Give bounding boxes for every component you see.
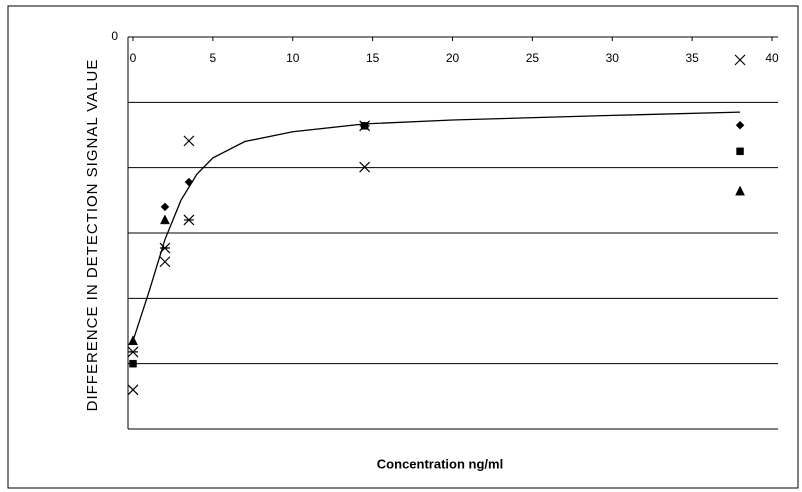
point bbox=[735, 185, 745, 196]
fit-curve bbox=[132, 111, 741, 342]
point bbox=[735, 120, 745, 130]
y-tick-label: 0 bbox=[111, 29, 118, 43]
x-tick-label: 25 bbox=[526, 51, 540, 65]
x-tick-label: 35 bbox=[685, 51, 699, 65]
point bbox=[184, 177, 194, 187]
point bbox=[736, 147, 744, 156]
x-tick-label: 20 bbox=[446, 51, 460, 65]
point bbox=[127, 384, 139, 396]
y-axis-label: DIFFERENCE IN DETECTION SIGNAL VALUE bbox=[84, 59, 101, 412]
x-axis-label: Concentration ng/ml bbox=[377, 456, 503, 471]
x-tick-label: 10 bbox=[286, 51, 300, 65]
point bbox=[734, 54, 746, 66]
point bbox=[129, 359, 137, 368]
point bbox=[359, 120, 371, 132]
x-tick-label: 5 bbox=[210, 51, 217, 65]
point bbox=[160, 214, 170, 225]
point bbox=[159, 242, 171, 254]
x-tick-label: 15 bbox=[366, 51, 380, 65]
x-tick-label: 30 bbox=[606, 51, 620, 65]
frame bbox=[7, 5, 799, 489]
point bbox=[183, 214, 195, 226]
point bbox=[183, 135, 195, 147]
point bbox=[160, 202, 170, 212]
x-tick-label: 0 bbox=[130, 51, 137, 65]
point bbox=[159, 256, 171, 268]
x-tick-label: 40 bbox=[765, 51, 779, 65]
point bbox=[128, 335, 138, 346]
point bbox=[359, 161, 371, 173]
point bbox=[127, 346, 139, 358]
